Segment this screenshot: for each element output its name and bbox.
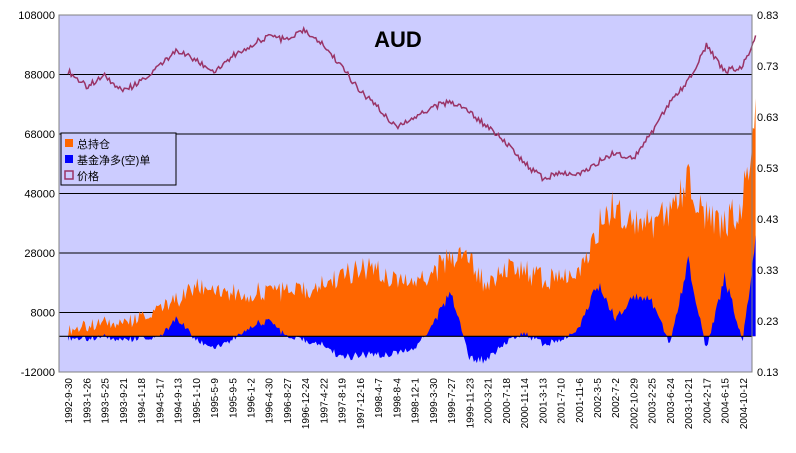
x-axis-tick-label: 1996-1-2 <box>246 378 257 418</box>
right-axis-ticks: 0.83 0.73 0.63 0.53 0.43 0.33 0.23 0.13 <box>757 10 778 379</box>
right-axis-tick-label: 0.83 <box>757 10 778 22</box>
x-axis-tick-label: 1997-12-16 <box>356 378 367 430</box>
x-axis-tick-label: 2002-7-2 <box>611 378 622 418</box>
left-axis-tick-label: 28000 <box>24 248 55 260</box>
x-axis-tick-label: 1995-9-5 <box>228 378 239 418</box>
x-axis-tick-label: 1999-3-30 <box>429 378 440 424</box>
legend-swatch <box>65 155 73 163</box>
x-axis-tick-label: 1994-9-13 <box>174 378 185 424</box>
series-areas <box>59 98 756 364</box>
plot-frame <box>58 14 753 373</box>
x-axis-tick-label: 1992-9-30 <box>64 378 75 424</box>
x-axis-tick-label: 1998-12-1 <box>411 378 422 424</box>
x-axis-tick-label: 2001-3-13 <box>538 378 549 424</box>
x-axis-tick-label: 2000-11-14 <box>520 378 531 429</box>
x-axis-tick-label: 2000-3-21 <box>484 378 495 424</box>
x-axis-tick-label: 2004-10-12 <box>739 378 750 430</box>
x-axis-tick-label: 1996-4-30 <box>265 378 276 424</box>
right-axis-tick-label: 0.43 <box>757 214 778 226</box>
area-open-interest <box>68 98 756 337</box>
x-axis-tick-label: 1994-5-17 <box>155 378 166 424</box>
price-line <box>67 25 757 182</box>
x-axis-tick-label: 1996-12-24 <box>301 378 312 430</box>
left-axis-tick-label: -12000 <box>21 367 55 379</box>
area-net-position <box>68 235 756 364</box>
x-axis-tick-label: 1995-5-9 <box>210 378 221 418</box>
x-axis-tick-label: 2000-7-18 <box>502 378 513 424</box>
x-axis-tick-label: 1993-9-21 <box>119 378 130 424</box>
x-axis-tick-label: 2001-7-10 <box>557 378 568 424</box>
left-axis-tick-label: 48000 <box>24 189 55 201</box>
x-axis-tick-label: 2002-3-5 <box>593 378 604 418</box>
x-axis-tick-label: 1995-1-10 <box>192 378 203 424</box>
x-axis-tick-label: 1998-4-7 <box>374 378 385 418</box>
left-axis-tick-label: 88000 <box>24 70 55 82</box>
x-axis-tick-label: 1997-8-19 <box>338 378 349 424</box>
x-axis-tick-label: 2003-6-24 <box>666 378 677 424</box>
x-axis-tick-label: 1994-1-18 <box>137 378 148 424</box>
x-axis-tick-label: 1993-5-25 <box>101 378 112 424</box>
x-axis-tick-label: 1996-8-27 <box>283 378 294 424</box>
legend-swatch <box>65 139 73 147</box>
x-axis-tick-label: 2004-6-15 <box>721 378 732 424</box>
chart-title: AUD <box>374 27 422 52</box>
x-axis-ticks: 1992-9-30 1993-1-26 1993-5-25 1993-9-21 1994… <box>64 378 750 430</box>
x-axis-tick-label: 2003-10-21 <box>684 378 695 430</box>
legend-label: 总持仓 <box>77 137 110 151</box>
left-axis-tick-label: 8000 <box>31 308 55 320</box>
x-axis-tick-label: 2003-2-25 <box>648 378 659 424</box>
right-axis-tick-label: 0.23 <box>757 316 778 328</box>
left-axis-tick-label: 108000 <box>18 10 55 22</box>
x-axis-tick-label: 1999-7-27 <box>447 378 458 424</box>
x-axis-tick-label: 2004-2-17 <box>702 378 713 424</box>
right-axis-tick-label: 0.73 <box>757 61 778 73</box>
right-axis-tick-label: 0.13 <box>757 367 778 379</box>
x-axis-tick-label: 1993-1-26 <box>82 378 93 424</box>
right-axis-tick-label: 0.33 <box>757 265 778 277</box>
x-axis-tick-label: 1999-11-23 <box>465 378 476 429</box>
x-axis-tick-label: 2001-11-6 <box>575 378 586 423</box>
x-axis-tick-label: 1997-4-22 <box>319 378 330 424</box>
legend-swatch <box>64 170 74 180</box>
left-axis-ticks: 108000 88000 68000 48000 28000 8000 -12000 <box>18 10 55 379</box>
series-price-line <box>67 25 757 182</box>
left-axis-tick-label: 68000 <box>24 129 55 141</box>
right-axis-tick-label: 0.53 <box>757 163 778 175</box>
x-axis-tick-label: 1998-8-4 <box>392 378 403 418</box>
right-axis-tick-label: 0.63 <box>757 112 778 124</box>
legend-label: 价格 <box>77 169 99 183</box>
legend-box <box>60 132 177 186</box>
x-axis-tick-label: 2002-10-29 <box>629 378 640 430</box>
legend-label: 基金净多(空)单 <box>77 153 150 167</box>
